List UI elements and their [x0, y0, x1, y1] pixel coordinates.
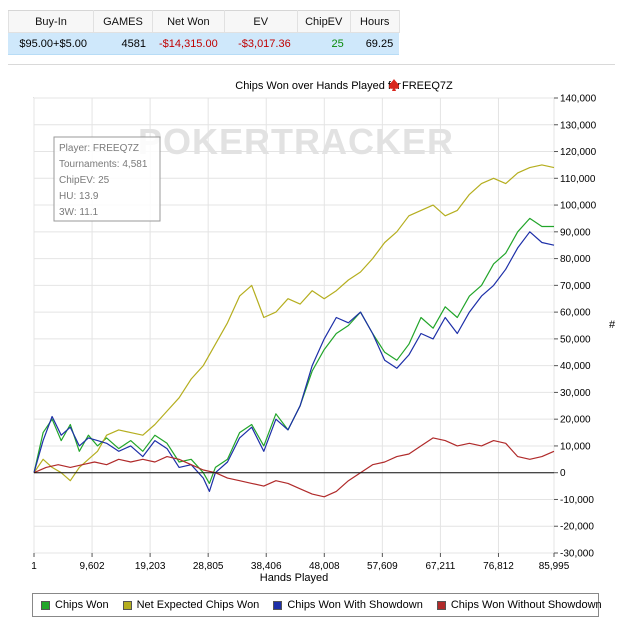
spade-icon [389, 79, 399, 91]
header-net-won[interactable]: Net Won [152, 10, 225, 33]
y-axis-label: # [609, 319, 616, 331]
y-tick-label: 100,000 [560, 201, 597, 212]
legend-swatch [122, 600, 132, 610]
x-tick-label: 1 [31, 561, 37, 572]
axes: -30,000 -20,000 -10,000 0 10,000 20,000 30,000… [31, 94, 596, 573]
cell-hours: 69.25 [349, 32, 400, 55]
header-hours[interactable]: Hours [349, 10, 400, 33]
y-tick-label: 10,000 [560, 441, 591, 452]
chart-title-player: FREEQ7Z [402, 80, 453, 92]
info-player: Player: FREEQ7Z [59, 143, 139, 154]
legend-swatch [273, 600, 283, 610]
player-info-box: Player: FREEQ7Z Tournaments: 4,581 ChipE… [53, 136, 161, 222]
legend-label: Chips Won Without Showdown [450, 599, 602, 611]
cell-buy-in: $95.00+$5.00 [8, 32, 94, 55]
y-tick-label: 80,000 [560, 254, 591, 265]
y-tick-label: -30,000 [560, 549, 594, 560]
x-tick-label: 9,602 [80, 561, 105, 572]
legend-swatch [41, 600, 50, 610]
y-tick-label: -10,000 [560, 495, 594, 506]
series-line-chips-won-with-showdown [33, 231, 555, 492]
legend-item-chips-won[interactable]: Chips Won [41, 599, 109, 611]
y-tick-label: -20,000 [560, 522, 594, 533]
legend-label: Net Expected Chips Won [136, 599, 260, 611]
y-tick-label: 40,000 [560, 361, 591, 372]
series-line-net-expected-chips-won [33, 164, 555, 482]
header-buy-in[interactable]: Buy-In [8, 10, 94, 33]
y-tick-label: 130,000 [560, 120, 597, 131]
info-tournaments: Tournaments: 4,581 [59, 159, 148, 170]
info-3w: 3W: 11.1 [59, 207, 99, 218]
info-hu: HU: 13.9 [59, 191, 99, 202]
x-tick-label: 28,805 [193, 561, 224, 572]
x-tick-label: 67,211 [425, 561, 455, 572]
series-group [33, 164, 555, 498]
stats-table: Buy-In GAMES Net Won EV ChipEV Hours $95… [8, 10, 400, 55]
x-axis-label: Hands Played [260, 572, 329, 584]
stats-header-row: Buy-In GAMES Net Won EV ChipEV Hours [8, 10, 400, 33]
table-row[interactable]: $95.00+$5.00 4581 -$14,315.00 -$3,017.36… [8, 32, 400, 55]
legend-label: Chips Won [55, 599, 109, 611]
section-divider [8, 64, 615, 65]
cell-games: 4581 [93, 32, 153, 55]
cell-net-won: -$14,315.00 [152, 32, 225, 55]
x-tick-label: 48,008 [309, 561, 340, 572]
legend-label: Chips Won With Showdown [287, 599, 423, 611]
header-chip-ev[interactable]: ChipEV [296, 10, 351, 33]
x-tick-label: 19,203 [135, 561, 166, 572]
x-tick-label: 76,812 [483, 561, 514, 572]
chips-won-chart: Chips Won over Hands Played for FREEQ7Z … [31, 79, 616, 584]
y-tick-label: 60,000 [560, 308, 591, 319]
y-tick-label: 120,000 [560, 147, 597, 158]
y-tick-label: 0 [560, 468, 566, 479]
x-tick-label: 57,609 [367, 561, 398, 572]
y-tick-label: 50,000 [560, 334, 591, 345]
info-chip-ev: ChipEV: 25 [59, 175, 110, 186]
legend-item-without-showdown[interactable]: Chips Won Without Showdown [436, 599, 602, 611]
legend-swatch [436, 600, 446, 610]
cell-chip-ev: 25 [296, 32, 351, 55]
cell-ev: -$3,017.36 [223, 32, 298, 55]
legend-item-with-showdown[interactable]: Chips Won With Showdown [273, 599, 423, 611]
x-tick-label: 85,995 [539, 561, 570, 572]
chart-legend: Chips Won Net Expected Chips Won Chips W… [32, 593, 602, 617]
legend-item-net-expected[interactable]: Net Expected Chips Won [122, 599, 260, 611]
y-tick-label: 90,000 [560, 227, 591, 238]
watermark: POKERTRACKER [138, 121, 454, 162]
header-games[interactable]: GAMES [93, 10, 153, 33]
y-tick-label: 30,000 [560, 388, 591, 399]
y-tick-label: 110,000 [560, 174, 596, 185]
x-tick-label: 38,406 [251, 561, 282, 572]
y-tick-label: 140,000 [560, 94, 597, 105]
chart-title: Chips Won over Hands Played for [235, 80, 401, 92]
series-line-chips-won-without-showdown [33, 437, 555, 498]
header-ev[interactable]: EV [223, 10, 298, 33]
y-tick-label: 20,000 [560, 415, 591, 426]
y-tick-label: 70,000 [560, 281, 591, 292]
